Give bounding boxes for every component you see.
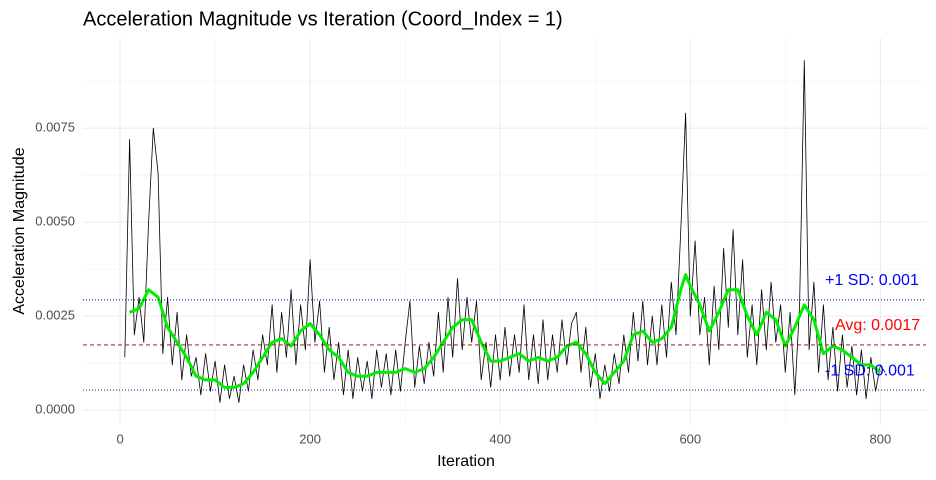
y-tick-label: 0.0075 — [35, 120, 75, 135]
x-tick-label: 0 — [116, 431, 123, 446]
line-series — [124, 60, 886, 403]
y-tick-label: 0.0050 — [35, 214, 75, 229]
x-tick-label: 800 — [870, 431, 892, 446]
y-tick-label: 0.0025 — [35, 307, 75, 322]
x-tick-label: 600 — [679, 431, 701, 446]
chart-title: Acceleration Magnitude vs Iteration (Coo… — [83, 8, 563, 30]
reference-label: -1 SD: 0.001 — [825, 362, 915, 379]
line-series — [129, 273, 882, 389]
y-axis-label: Acceleration Magnitude — [11, 147, 28, 314]
x-tick-label: 200 — [299, 431, 321, 446]
y-tick-label: 0.0000 — [35, 401, 75, 416]
x-axis-label: Iteration — [437, 453, 495, 470]
reference-label: Avg: 0.0017 — [835, 317, 920, 334]
x-tick-label: 400 — [489, 431, 511, 446]
reference-label: +1 SD: 0.001 — [825, 272, 919, 289]
